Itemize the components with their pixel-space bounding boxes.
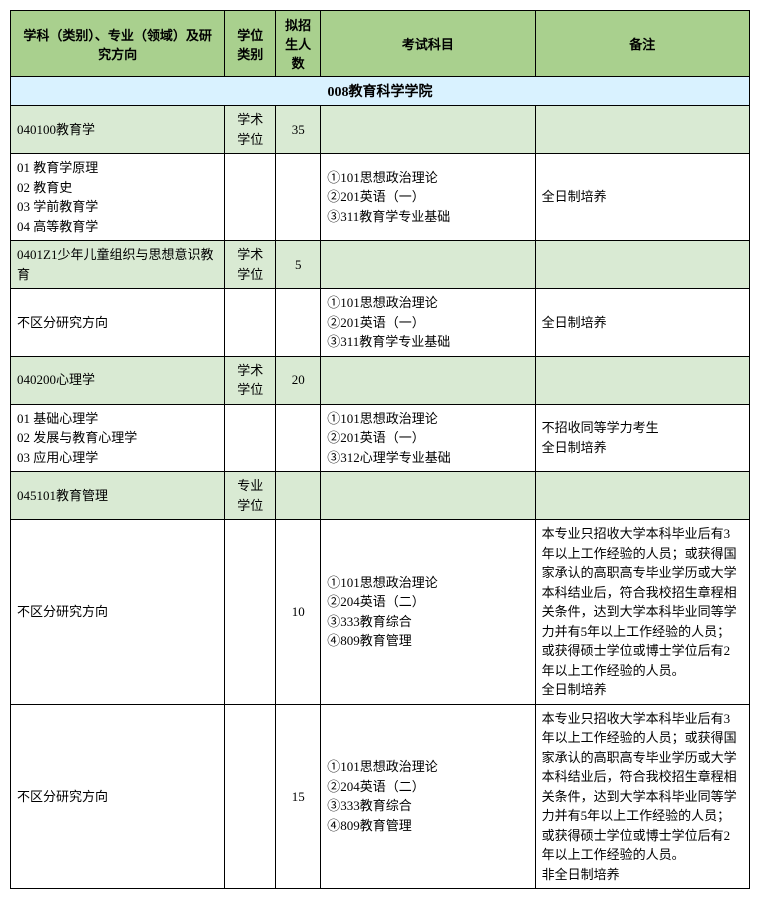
cell-col5: 本专业只招收大学本科毕业后有3年以上工作经验的人员；或获得国家承认的高职高专毕业… bbox=[535, 704, 749, 889]
header-subject: 学科（类别）、专业（领域）及研究方向 bbox=[11, 11, 225, 77]
cell-col5: 全日制培养 bbox=[535, 289, 749, 357]
table-row: 040200心理学学术学位20 bbox=[11, 356, 750, 404]
header-degree-type: 学位类别 bbox=[225, 11, 276, 77]
cell-col1: 040200心理学 bbox=[11, 356, 225, 404]
header-enrollment: 拟招生人数 bbox=[276, 11, 321, 77]
cell-col4: ①101思想政治理论②201英语（一）③311教育学专业基础 bbox=[321, 289, 535, 357]
cell-col2 bbox=[225, 704, 276, 889]
cell-col1: 045101教育管理 bbox=[11, 472, 225, 520]
cell-col3 bbox=[276, 404, 321, 472]
cell-col5: 本专业只招收大学本科毕业后有3年以上工作经验的人员；或获得国家承认的高职高专毕业… bbox=[535, 520, 749, 705]
cell-col1: 01 基础心理学02 发展与教育心理学03 应用心理学 bbox=[11, 404, 225, 472]
table-row: 不区分研究方向 ①101思想政治理论②201英语（一）③311教育学专业基础全日制… bbox=[11, 289, 750, 357]
cell-col2: 学术学位 bbox=[225, 106, 276, 154]
cell-col2 bbox=[225, 404, 276, 472]
cell-col1: 不区分研究方向 bbox=[11, 289, 225, 357]
cell-col3 bbox=[276, 289, 321, 357]
cell-col1: 040100教育学 bbox=[11, 106, 225, 154]
cell-col3: 5 bbox=[276, 241, 321, 289]
school-header-cell: 008教育科学学院 bbox=[11, 77, 750, 106]
cell-col1: 不区分研究方向 bbox=[11, 520, 225, 705]
cell-col2: 学术学位 bbox=[225, 356, 276, 404]
header-row: 学科（类别）、专业（领域）及研究方向 学位类别 拟招生人数 考试科目 备注 bbox=[11, 11, 750, 77]
cell-col2: 专业学位 bbox=[225, 472, 276, 520]
table-row: 01 基础心理学02 发展与教育心理学03 应用心理学 ①101思想政治理论②20… bbox=[11, 404, 750, 472]
admissions-table: 学科（类别）、专业（领域）及研究方向 学位类别 拟招生人数 考试科目 备注 00… bbox=[10, 10, 750, 889]
cell-col3: 10 bbox=[276, 520, 321, 705]
table-row: 0401Z1少年儿童组织与思想意识教育学术学位5 bbox=[11, 241, 750, 289]
cell-col3 bbox=[276, 472, 321, 520]
cell-col1: 不区分研究方向 bbox=[11, 704, 225, 889]
cell-col4 bbox=[321, 356, 535, 404]
cell-col5 bbox=[535, 356, 749, 404]
cell-col3: 20 bbox=[276, 356, 321, 404]
table-row: 不区分研究方向 10①101思想政治理论②204英语（二）③333教育综合④809… bbox=[11, 520, 750, 705]
table-row: 040100教育学学术学位35 bbox=[11, 106, 750, 154]
header-remarks: 备注 bbox=[535, 11, 749, 77]
cell-col5 bbox=[535, 472, 749, 520]
cell-col1: 0401Z1少年儿童组织与思想意识教育 bbox=[11, 241, 225, 289]
cell-col4: ①101思想政治理论②204英语（二）③333教育综合④809教育管理 bbox=[321, 520, 535, 705]
cell-col4 bbox=[321, 241, 535, 289]
cell-col2 bbox=[225, 520, 276, 705]
cell-col5 bbox=[535, 241, 749, 289]
table-row: 不区分研究方向 15①101思想政治理论②204英语（二）③333教育综合④809… bbox=[11, 704, 750, 889]
cell-col3: 15 bbox=[276, 704, 321, 889]
cell-col3: 35 bbox=[276, 106, 321, 154]
cell-col4: ①101思想政治理论②204英语（二）③333教育综合④809教育管理 bbox=[321, 704, 535, 889]
header-exam-subjects: 考试科目 bbox=[321, 11, 535, 77]
table-row: 01 教育学原理02 教育史03 学前教育学04 高等教育学 ①101思想政治理论… bbox=[11, 154, 750, 241]
cell-col4: ①101思想政治理论②201英语（一）③311教育学专业基础 bbox=[321, 154, 535, 241]
cell-col3 bbox=[276, 154, 321, 241]
cell-col4: ①101思想政治理论②201英语（一）③312心理学专业基础 bbox=[321, 404, 535, 472]
cell-col2 bbox=[225, 289, 276, 357]
table-body: 008教育科学学院 040100教育学学术学位3501 教育学原理02 教育史0… bbox=[11, 77, 750, 889]
cell-col2 bbox=[225, 154, 276, 241]
cell-col5 bbox=[535, 106, 749, 154]
cell-col5: 全日制培养 bbox=[535, 154, 749, 241]
cell-col4 bbox=[321, 472, 535, 520]
cell-col1: 01 教育学原理02 教育史03 学前教育学04 高等教育学 bbox=[11, 154, 225, 241]
table-row: 045101教育管理专业学位 bbox=[11, 472, 750, 520]
cell-col4 bbox=[321, 106, 535, 154]
cell-col5: 不招收同等学力考生全日制培养 bbox=[535, 404, 749, 472]
school-header-row: 008教育科学学院 bbox=[11, 77, 750, 106]
cell-col2: 学术学位 bbox=[225, 241, 276, 289]
